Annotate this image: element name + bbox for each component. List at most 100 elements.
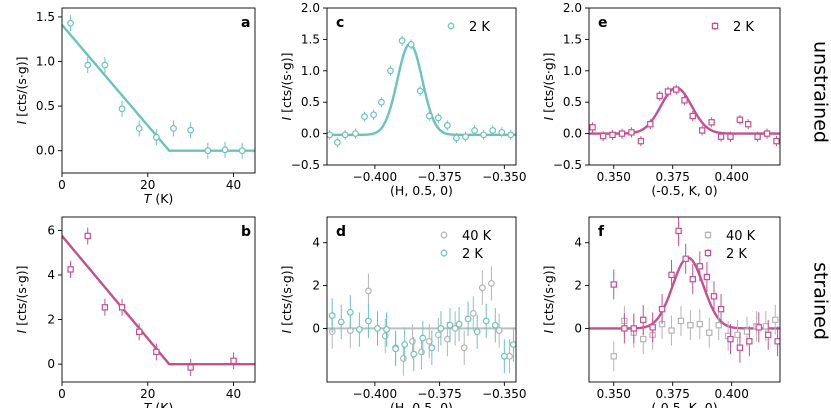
fit-line-f (589, 258, 780, 329)
data-point (470, 311, 476, 317)
legend-marker (448, 23, 454, 29)
y-tick-label: 0 (47, 357, 55, 371)
y-tick-label: 2 (47, 313, 55, 327)
data-point (366, 318, 372, 324)
data-point (68, 20, 74, 26)
series-a-0 (68, 15, 245, 159)
data-point (641, 317, 646, 322)
data-point (429, 345, 435, 351)
y-tick-label: 0.5 (36, 99, 55, 113)
data-point (371, 112, 377, 118)
fit-line-a (62, 25, 255, 151)
data-point (353, 131, 359, 137)
data-point (85, 233, 90, 238)
data-point (188, 127, 194, 133)
plot-area-d (327, 266, 516, 375)
data-point (375, 326, 381, 332)
y-tick-label: −0.5 (291, 158, 320, 172)
data-point (707, 330, 712, 335)
x-tick-label: 40 (226, 178, 241, 192)
y-tick-label: 0.5 (301, 95, 320, 109)
data-point (502, 353, 508, 359)
data-point (774, 139, 779, 144)
panel-label-b: b (241, 224, 251, 240)
data-point (676, 228, 681, 233)
data-point (119, 106, 125, 112)
y-tick-label: 4 (47, 268, 55, 282)
data-point (445, 336, 451, 342)
data-point (481, 132, 487, 138)
data-point (154, 135, 160, 141)
data-point (674, 87, 679, 92)
panel-label-c: c (336, 15, 344, 31)
data-point (461, 345, 467, 351)
data-point (463, 134, 469, 140)
data-point (590, 125, 595, 130)
data-point (665, 89, 670, 94)
legend-marker (441, 250, 447, 256)
data-point (683, 256, 688, 261)
data-point (704, 274, 709, 279)
data-point (610, 132, 615, 137)
y-tick-label: 6 (47, 223, 55, 237)
data-point (384, 327, 390, 333)
data-point (362, 114, 368, 120)
plot-area-b (62, 227, 255, 376)
y-tick-label: 1.0 (36, 55, 55, 69)
data-point (728, 134, 733, 139)
series-b-0 (68, 227, 236, 376)
y-tick-label: 2 (312, 279, 320, 293)
data-point (426, 338, 432, 344)
plot-area-c (327, 36, 516, 148)
data-point (474, 329, 480, 335)
data-point (401, 356, 407, 362)
data-point (755, 134, 760, 139)
data-point (410, 338, 416, 344)
y-axis-label-c: I [cts/(s·g)] (279, 52, 294, 120)
data-point (657, 93, 662, 98)
data-point (611, 282, 616, 287)
y-tick-label: 2 (574, 279, 582, 293)
data-point (102, 305, 107, 310)
legend-label: 2 K (462, 247, 483, 262)
data-point (436, 332, 442, 338)
x-tick-label: 0.375 (656, 387, 690, 401)
legend-marker (441, 232, 447, 238)
data-point (231, 358, 236, 363)
panel-label-a: a (241, 15, 250, 31)
data-point (420, 335, 426, 341)
data-point (669, 328, 674, 333)
data-point (622, 326, 627, 331)
series-f-0 (611, 305, 778, 371)
data-point (499, 130, 505, 136)
data-point (648, 122, 653, 127)
y-tick-label: 1.5 (36, 10, 55, 24)
legend-label: 40 K (462, 229, 492, 244)
data-point (436, 115, 442, 121)
panel-label-f: f (598, 224, 605, 240)
data-point (438, 326, 444, 332)
data-point (718, 134, 723, 139)
x-tick-label: −0.400 (353, 170, 397, 184)
data-point (68, 267, 73, 272)
data-point (85, 62, 91, 68)
data-point (338, 319, 344, 325)
x-tick-label: 0.350 (597, 170, 631, 184)
legend-label: 2 K (726, 247, 747, 262)
data-point (508, 132, 514, 138)
data-point (716, 323, 721, 328)
y-axis-label-e: I [cts/(s·g)] (541, 52, 556, 120)
data-point (629, 130, 634, 135)
y-tick-label: 0.0 (36, 144, 55, 158)
y-tick-label: 0 (312, 321, 320, 335)
data-point (329, 313, 335, 319)
data-point (447, 322, 453, 328)
data-point (388, 68, 394, 74)
data-point (700, 128, 705, 133)
data-point (357, 327, 363, 333)
data-point (417, 88, 423, 94)
data-point (382, 333, 388, 339)
